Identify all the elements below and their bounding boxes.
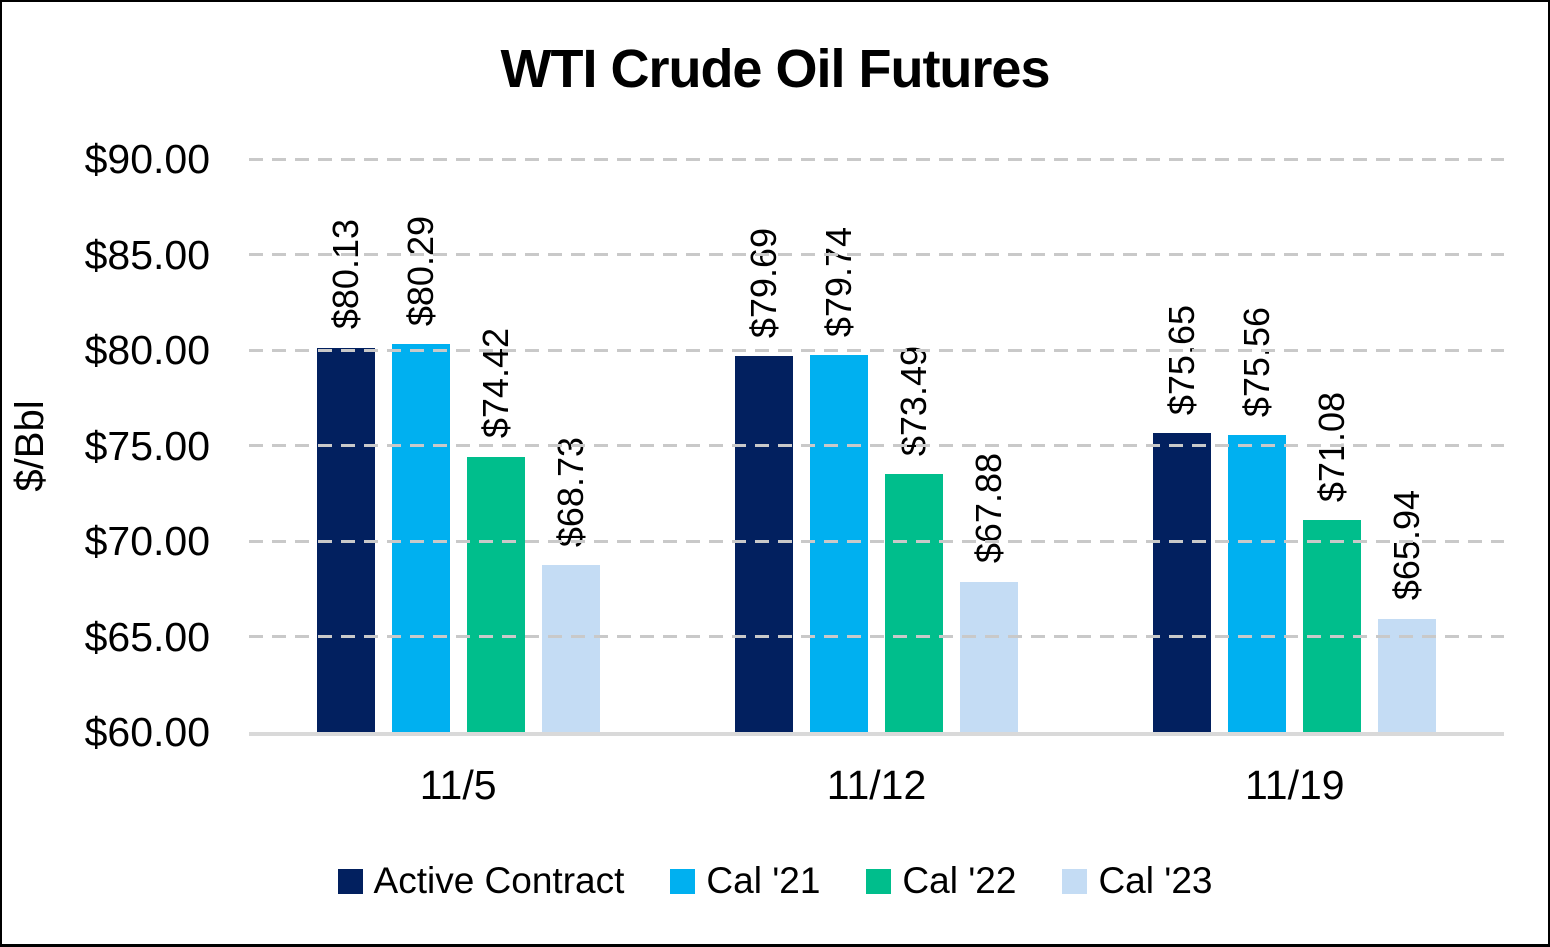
bar (541, 565, 600, 732)
bar-slot: $68.73 (541, 159, 600, 732)
y-tick-label: $75.00 (84, 422, 210, 469)
bar-value-label: $65.94 (1386, 490, 1428, 601)
legend-label: Cal '23 (1098, 860, 1213, 901)
bar-value-label: $75.56 (1236, 306, 1278, 417)
bar-value-label: $74.42 (474, 328, 516, 439)
bar-value-label: $73.49 (892, 346, 934, 457)
x-axis-label: 11/12 (826, 762, 927, 808)
y-tick-label: $90.00 (84, 136, 210, 182)
bar (1303, 520, 1362, 732)
bar (391, 344, 450, 732)
bar-value-label: $79.74 (817, 226, 859, 337)
bar-slot: $74.42 (466, 159, 525, 732)
legend-item: Cal '23 (1062, 860, 1212, 902)
bar-group-11-5: $80.13 $80.29 $74.42 $68.73 (249, 159, 667, 732)
gridline (249, 157, 1504, 161)
legend: Active Contract Cal '21 Cal '22 Cal '23 (2, 860, 1548, 902)
bar-groups: $80.13 $80.29 $74.42 $68.73 $79.69 $79.74 $73.… (249, 159, 1504, 732)
legend-label: Cal '21 (706, 860, 821, 901)
bar-value-label: $79.69 (742, 227, 784, 338)
legend-swatch-icon (1062, 868, 1088, 894)
bar-slot: $79.69 (734, 159, 793, 732)
bar-group-11-19: $75.65 $75.56 $71.08 $65.94 (1086, 159, 1504, 732)
bar-value-label: $68.73 (549, 437, 591, 548)
legend-swatch-icon (670, 868, 696, 894)
x-axis-label: 11/5 (419, 762, 497, 808)
bar-slot: $75.65 (1153, 159, 1212, 732)
bar-slot: $75.56 (1228, 159, 1287, 732)
bar-value-label: $67.88 (967, 453, 1009, 564)
gridline (249, 444, 1504, 447)
y-axis-ticks: $60.00 $65.00 $70.00 $75.00 $80.00 $85.00 $90.… (2, 136, 210, 755)
legend-item: Active Contract (337, 860, 625, 902)
bar-slot: $71.08 (1303, 159, 1362, 732)
legend-swatch-icon (866, 868, 892, 894)
y-tick-label: $70.00 (84, 518, 210, 564)
x-axis-label: 11/19 (1245, 762, 1345, 808)
bar (959, 581, 1018, 732)
chart-title: WTI Crude Oil Futures (500, 39, 1050, 99)
legend-swatch-icon (337, 868, 363, 894)
bar-slot: $73.49 (884, 159, 943, 732)
bar-slot: $80.29 (391, 159, 450, 732)
gridline (249, 539, 1504, 543)
bar (1153, 433, 1212, 732)
bar-value-label: $75.65 (1161, 304, 1203, 416)
bar (809, 354, 868, 732)
gridline (249, 635, 1504, 638)
bar-slot: $67.88 (959, 159, 1018, 732)
y-tick-label: $85.00 (84, 231, 210, 278)
gridline (249, 348, 1504, 352)
bar (466, 456, 525, 732)
bar (884, 474, 943, 732)
bar-slot: $79.74 (809, 159, 868, 732)
plot-area: $80.13 $80.29 $74.42 $68.73 $79.69 $79.74 $73.… (249, 157, 1504, 736)
legend-label: Active Contract (373, 860, 625, 901)
y-tick-label: $80.00 (84, 327, 210, 373)
y-tick-label: $65.00 (84, 613, 210, 660)
bar-group-11-12: $79.69 $79.74 $73.49 $67.88 (667, 159, 1085, 732)
legend-item: Cal '21 (670, 860, 820, 902)
x-axis-labels: 11/5 11/12 11/19 (249, 762, 1504, 809)
legend-item: Cal '22 (866, 860, 1016, 902)
y-tick-label: $60.00 (84, 709, 210, 755)
gridline (249, 253, 1504, 256)
bar-value-label: $80.29 (399, 216, 441, 327)
bar-value-label: $71.08 (1311, 392, 1353, 503)
bar (734, 355, 793, 732)
bar-value-label: $80.13 (324, 219, 366, 330)
x-axis-line (249, 732, 1504, 736)
legend-label: Cal '22 (902, 860, 1017, 901)
bar (1228, 434, 1287, 732)
